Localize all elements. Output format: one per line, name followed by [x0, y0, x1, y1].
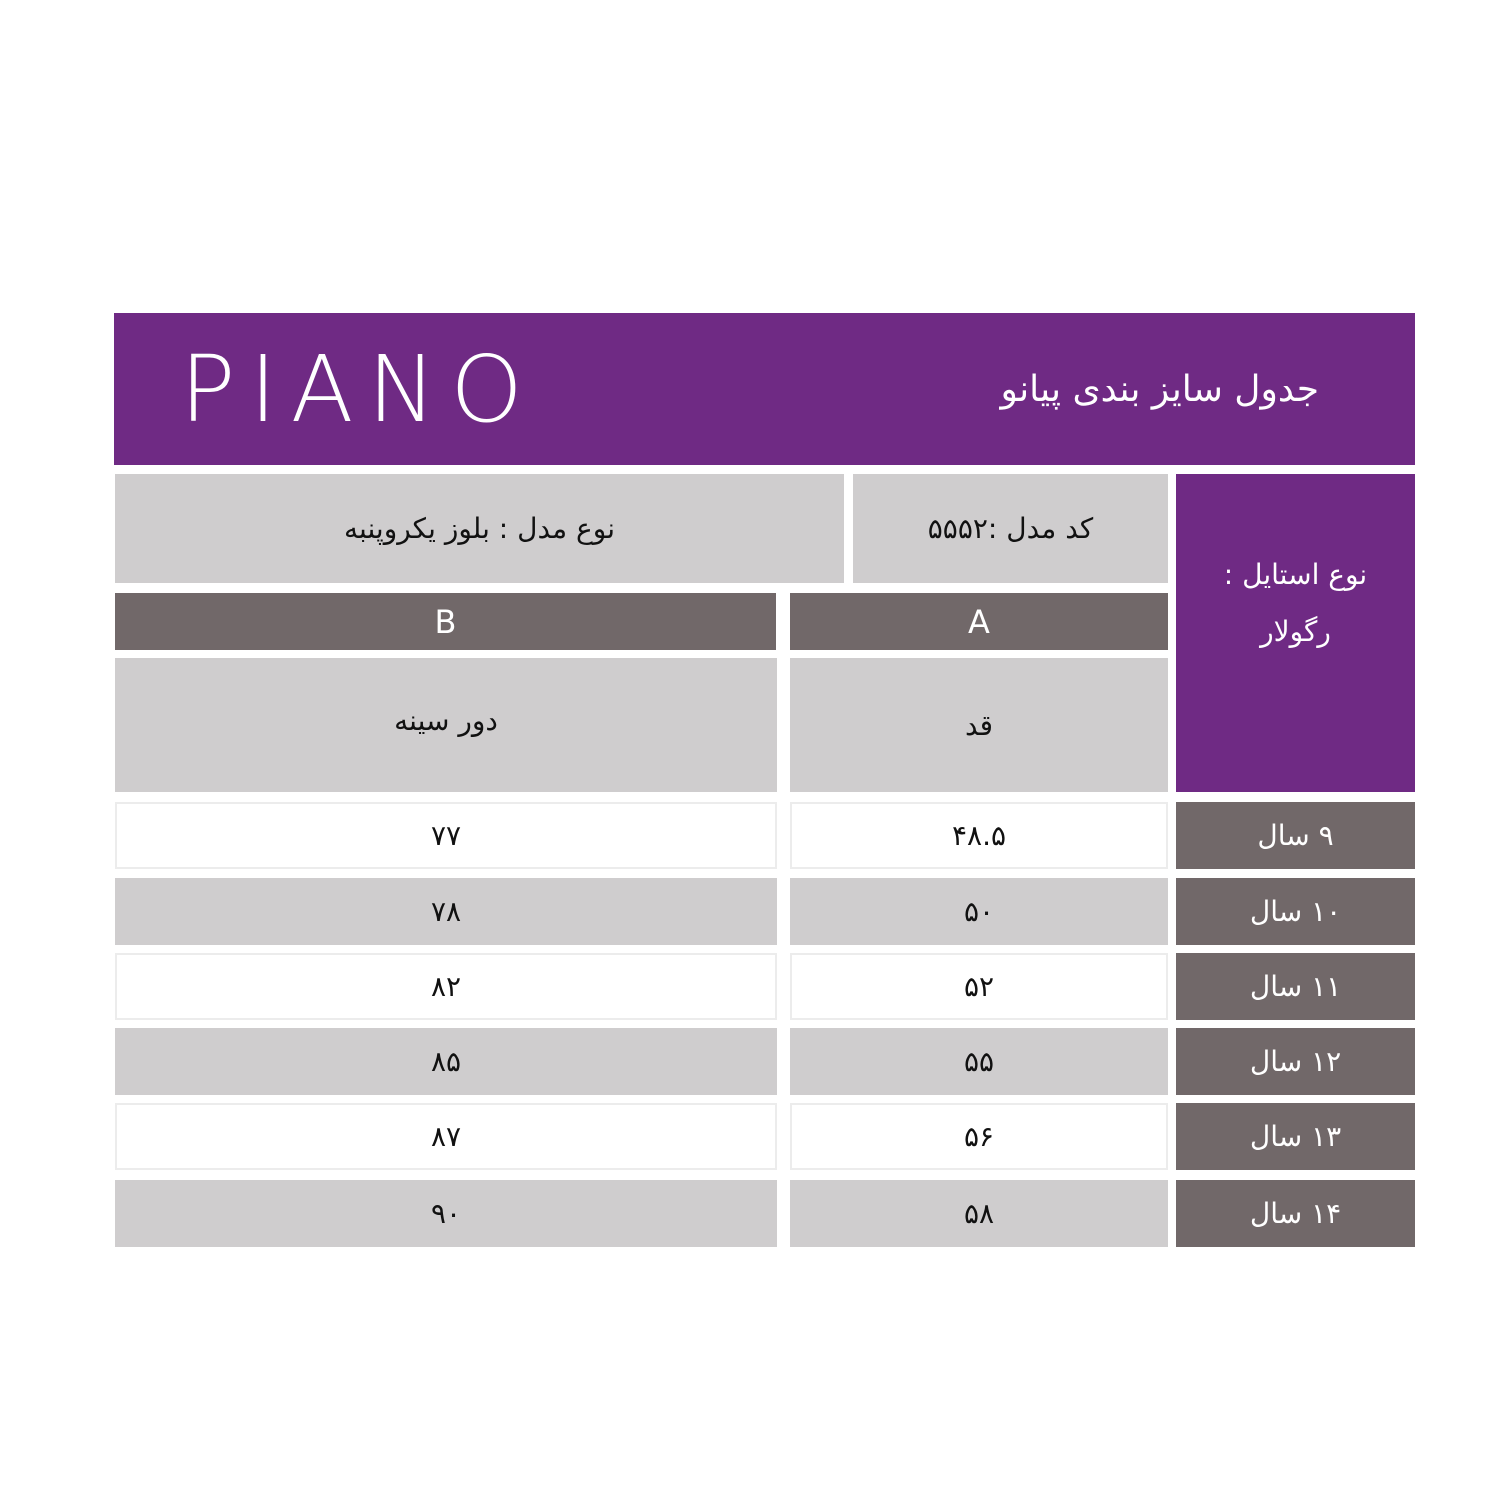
- height-value: ۵۸: [790, 1180, 1168, 1247]
- age-label: ۹ سال: [1176, 802, 1415, 869]
- height-value: ۵۵: [790, 1028, 1168, 1095]
- model-code-cell: کد مدل :۵۵۵۲: [853, 474, 1168, 583]
- column-header-b: B: [115, 593, 776, 650]
- chest-value: ۸۷: [115, 1103, 777, 1170]
- age-label: ۱۲ سال: [1176, 1028, 1415, 1095]
- header-banner: PIANO جدول سایز بندی پیانو: [114, 313, 1415, 465]
- model-type-cell: نوع مدل : بلوز یکروپنبه: [115, 474, 844, 583]
- age-label: ۱۳ سال: [1176, 1103, 1415, 1170]
- age-label: ۱۰ سال: [1176, 878, 1415, 945]
- chest-value: ۸۲: [115, 953, 777, 1020]
- column-label-height: قد: [790, 658, 1168, 792]
- height-value: ۵۶: [790, 1103, 1168, 1170]
- height-value: ۵۰: [790, 878, 1168, 945]
- piano-logo: PIANO: [180, 335, 537, 443]
- chest-value: ۹۰: [115, 1180, 777, 1247]
- age-label: ۱۱ سال: [1176, 953, 1415, 1020]
- page-title: جدول سایز بندی پیانو: [1000, 368, 1319, 410]
- column-label-chest: دور سینه: [115, 658, 777, 792]
- chest-value: ۸۵: [115, 1028, 777, 1095]
- style-value: رگولار: [1260, 615, 1331, 648]
- chest-value: ۷۸: [115, 878, 777, 945]
- age-label: ۱۴ سال: [1176, 1180, 1415, 1247]
- height-value: ۴۸.۵: [790, 802, 1168, 869]
- style-cell: نوع استایل : رگولار: [1176, 474, 1415, 792]
- height-value: ۵۲: [790, 953, 1168, 1020]
- style-label: نوع استایل :: [1223, 558, 1368, 591]
- column-header-a: A: [790, 593, 1168, 650]
- chest-value: ۷۷: [115, 802, 777, 869]
